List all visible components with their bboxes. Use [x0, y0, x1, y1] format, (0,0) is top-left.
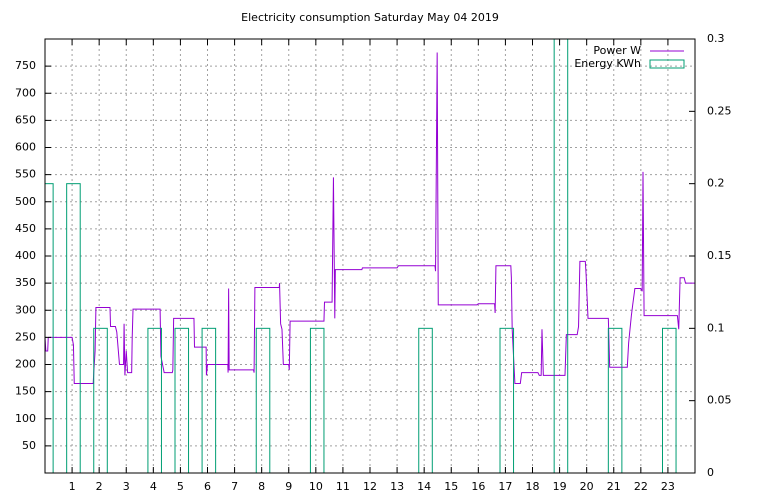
x-tick-label: 19: [553, 480, 567, 493]
x-tick-label: 11: [336, 480, 350, 493]
energy-box: [662, 327, 677, 473]
y-tick-label: 50: [22, 439, 36, 452]
y-tick-label: 500: [15, 195, 36, 208]
x-tick-label: 1: [69, 480, 76, 493]
energy-box: [45, 183, 54, 473]
x-tick-label: 16: [471, 480, 485, 493]
y-tick-label: 300: [15, 303, 36, 316]
y-tick-label: 450: [15, 222, 36, 235]
x-tick-label: 22: [634, 480, 648, 493]
x-tick-label: 12: [363, 480, 377, 493]
x-tick-label: 2: [96, 480, 103, 493]
axes: 1 2 3 4 5 6 7 8 9 10 11 12 13 14 15 16 17 18 19 20 21 22 23501…: [15, 32, 732, 493]
energy-box: [147, 327, 162, 473]
plot-area: [45, 39, 695, 473]
x-tick-label: 6: [204, 480, 211, 493]
x-tick-label: 7: [231, 480, 238, 493]
energy-box: [553, 39, 569, 473]
chart-title: Electricity consumption Saturday May 04 …: [241, 11, 499, 24]
x-tick-label: 15: [444, 480, 458, 493]
x-tick-label: 14: [417, 480, 431, 493]
energy-box: [607, 327, 623, 473]
x-tick-label: 5: [177, 480, 184, 493]
x-tick-label: 17: [498, 480, 512, 493]
energy-box: [93, 327, 108, 473]
y2-tick-label: 0.3: [707, 32, 725, 45]
y2-tick-label: 0.05: [707, 394, 732, 407]
y2-tick-label: 0.2: [707, 177, 725, 190]
y-tick-label: 350: [15, 276, 36, 289]
energy-box: [499, 327, 515, 473]
energy-box: [309, 327, 325, 473]
x-tick-label: 3: [123, 480, 130, 493]
y2-tick-label: 0.25: [707, 104, 732, 117]
x-tick-label: 10: [309, 480, 323, 493]
y2-tick-label: 0: [707, 466, 714, 479]
energy-box: [255, 327, 271, 473]
energy-box: [418, 327, 433, 473]
legend-swatch: [649, 59, 685, 69]
y-tick-label: 750: [15, 59, 36, 72]
y-tick-label: 650: [15, 113, 36, 126]
y-tick-label: 700: [15, 86, 36, 99]
x-tick-label: 20: [580, 480, 594, 493]
x-tick-label: 9: [285, 480, 292, 493]
x-tick-label: 21: [607, 480, 621, 493]
y2-tick-label: 0.15: [707, 249, 732, 262]
y-tick-label: 400: [15, 249, 36, 262]
energy-box: [66, 183, 81, 473]
y-tick-label: 150: [15, 385, 36, 398]
x-tick-label: 13: [390, 480, 404, 493]
x-tick-label: 8: [258, 480, 265, 493]
legend-label: Power W: [593, 44, 641, 57]
x-tick-label: 23: [661, 480, 675, 493]
energy-box: [201, 327, 217, 473]
y-tick-label: 200: [15, 358, 36, 371]
y-tick-label: 600: [15, 141, 36, 154]
x-tick-label: 4: [150, 480, 157, 493]
y-tick-label: 100: [15, 412, 36, 425]
y-tick-label: 550: [15, 168, 36, 181]
power-line: [45, 52, 695, 384]
energy-box: [174, 327, 190, 473]
legend-label: Energy KWh: [574, 57, 641, 70]
y2-tick-label: 0.1: [707, 321, 725, 334]
x-tick-label: 18: [526, 480, 540, 493]
grid: [45, 39, 695, 473]
y-tick-label: 250: [15, 330, 36, 343]
